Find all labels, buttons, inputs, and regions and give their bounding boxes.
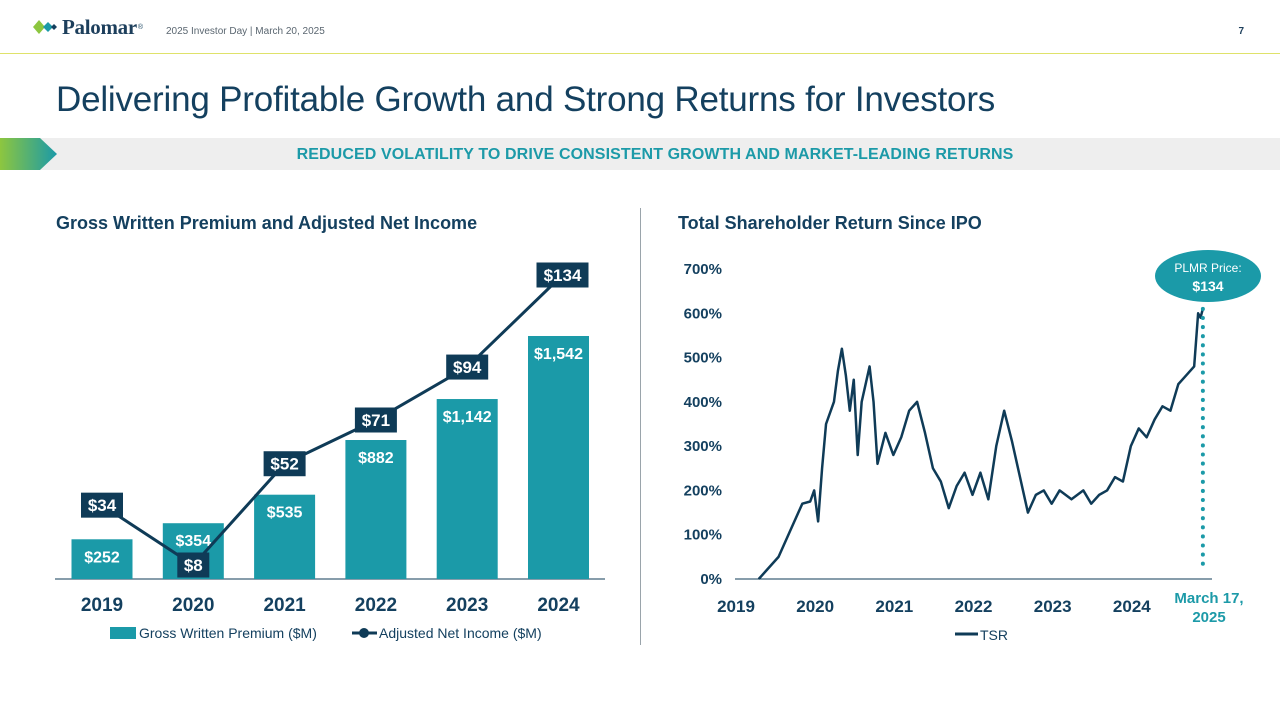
tsr-x-tick-label-2019: 2019 <box>717 597 755 616</box>
tsr-chart-title: Total Shareholder Return Since IPO <box>678 213 982 233</box>
event-subtitle: 2025 Investor Day | March 20, 2025 <box>166 26 325 37</box>
net-income-marker-2022 <box>354 407 397 433</box>
x-tick-label-2019: 2019 <box>81 595 123 616</box>
net-income-label-2020: $8 <box>184 556 203 575</box>
y-tick-label-200pct: 200% <box>684 482 722 499</box>
vertical-divider <box>640 208 641 645</box>
net-income-label-2021: $52 <box>270 455 298 474</box>
net-income-label-2022: $71 <box>362 411 390 430</box>
net-income-marker-2021 <box>263 451 306 477</box>
gwp-value-label-2019: $252 <box>84 549 120 566</box>
gwp-bar-2021 <box>254 494 316 579</box>
gwp-chart-title: Gross Written Premium and Adjusted Net I… <box>56 213 478 233</box>
date-annotation-line-2: 2025 <box>1192 609 1225 626</box>
tsr-x-tick-label-2024: 2024 <box>1113 597 1151 616</box>
gwp-chart: $252 2019 $354 2020 $535 2021 $882 2022 $1,142 20… <box>55 262 605 641</box>
price-bubble-title: PLMR Price: <box>1174 261 1241 275</box>
net-income-label-2023: $94 <box>453 358 482 377</box>
x-tick-label-2024: 2024 <box>537 595 580 616</box>
price-bubble <box>1155 250 1261 302</box>
x-tick-label-2023: 2023 <box>446 595 488 616</box>
gwp-bar-2024 <box>528 336 589 579</box>
y-tick-label-500pct: 500% <box>684 350 722 367</box>
banner-text: REDUCED VOLATILITY TO DRIVE CONSISTENT G… <box>296 146 1014 163</box>
x-tick-label-2022: 2022 <box>355 595 397 616</box>
gwp-value-label-2021: $535 <box>267 505 303 522</box>
gwp-value-label-2024: $1,542 <box>534 346 583 363</box>
legend-gwp-label: Gross Written Premium ($M) <box>139 625 317 641</box>
gwp-bar-2019 <box>71 539 133 579</box>
legend-ni-label: Adjusted Net Income ($M) <box>379 625 542 641</box>
logo-wordmark: Palomar <box>62 14 137 39</box>
tsr-x-tick-label-2021: 2021 <box>875 597 913 616</box>
legend-tsr-label: TSR <box>980 627 1008 643</box>
net-income-marker-2019 <box>81 492 123 518</box>
y-tick-label-100pct: 100% <box>684 527 722 544</box>
y-tick-label-700pct: 700% <box>684 261 722 278</box>
gwp-value-label-2023: $1,142 <box>443 409 492 426</box>
net-income-marker-2020 <box>177 552 210 578</box>
y-tick-label-300pct: 300% <box>684 438 722 455</box>
legend-ni-marker <box>359 628 369 638</box>
price-bubble-value: $134 <box>1192 278 1223 294</box>
palomar-diamond-icon <box>33 20 57 34</box>
tsr-x-tick-label-2022: 2022 <box>955 597 993 616</box>
tsr-x-tick-label-2020: 2020 <box>796 597 834 616</box>
tsr-line <box>757 308 1205 580</box>
y-tick-label-400pct: 400% <box>684 394 722 411</box>
gwp-bar-2023 <box>436 399 498 579</box>
banner-background <box>40 138 1280 170</box>
gwp-bar-2022 <box>345 440 407 579</box>
logo-registered-mark: ® <box>137 23 144 31</box>
net-income-label-2019: $34 <box>88 496 117 515</box>
net-income-label-2024: $134 <box>544 266 582 285</box>
banner-arrow-icon <box>0 138 57 170</box>
page-number: 7 <box>1238 26 1244 37</box>
legend-gwp-swatch <box>110 627 136 639</box>
x-tick-label-2020: 2020 <box>172 595 214 616</box>
gwp-value-label-2020: $354 <box>176 533 212 550</box>
palomar-logo: Palomar ® <box>32 14 143 40</box>
slide-title: Delivering Profitable Growth and Strong … <box>56 80 996 119</box>
header-bar: Palomar ® 2025 Investor Day | March 20, 2… <box>0 0 1280 54</box>
tsr-x-tick-label-2023: 2023 <box>1034 597 1072 616</box>
date-annotation-line-1: March 17, <box>1174 590 1243 607</box>
gwp-value-label-2022: $882 <box>358 450 394 467</box>
x-tick-label-2021: 2021 <box>263 595 306 616</box>
y-tick-label-0pct: 0% <box>700 571 722 588</box>
banner: REDUCED VOLATILITY TO DRIVE CONSISTENT G… <box>0 138 1280 170</box>
net-income-marker-2024 <box>536 262 589 288</box>
net-income-marker-2023 <box>446 354 489 380</box>
y-tick-label-600pct: 600% <box>684 305 722 322</box>
